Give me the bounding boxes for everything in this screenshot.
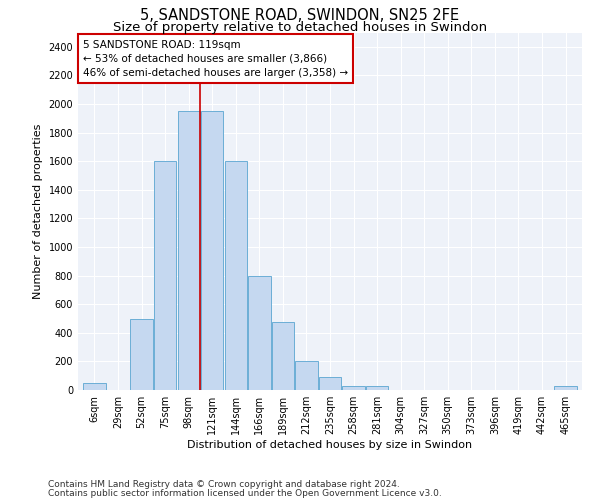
Bar [366, 386, 388, 390]
Bar [554, 386, 577, 390]
Bar [272, 322, 294, 390]
Bar [319, 377, 341, 390]
Bar [154, 161, 176, 390]
Y-axis label: Number of detached properties: Number of detached properties [33, 124, 43, 299]
Text: 5 SANDSTONE ROAD: 119sqm
← 53% of detached houses are smaller (3,866)
46% of sem: 5 SANDSTONE ROAD: 119sqm ← 53% of detach… [83, 40, 348, 78]
Bar [224, 161, 247, 390]
Bar [248, 276, 271, 390]
Bar [83, 383, 106, 390]
X-axis label: Distribution of detached houses by size in Swindon: Distribution of detached houses by size … [187, 440, 473, 450]
Text: Size of property relative to detached houses in Swindon: Size of property relative to detached ho… [113, 21, 487, 34]
Text: Contains public sector information licensed under the Open Government Licence v3: Contains public sector information licen… [48, 489, 442, 498]
Bar [178, 111, 200, 390]
Bar [295, 362, 317, 390]
Bar [201, 111, 223, 390]
Text: Contains HM Land Registry data © Crown copyright and database right 2024.: Contains HM Land Registry data © Crown c… [48, 480, 400, 489]
Bar [130, 318, 153, 390]
Text: 5, SANDSTONE ROAD, SWINDON, SN25 2FE: 5, SANDSTONE ROAD, SWINDON, SN25 2FE [140, 8, 460, 22]
Bar [343, 386, 365, 390]
